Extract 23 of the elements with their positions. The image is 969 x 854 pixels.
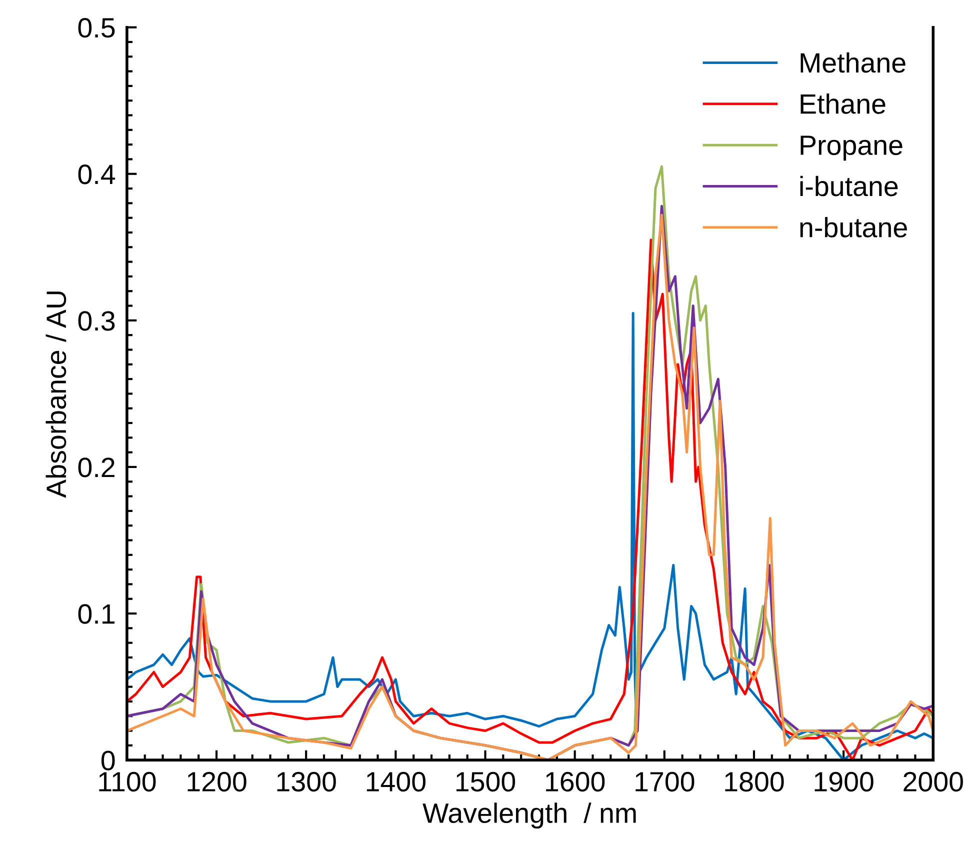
legend-label: Ethane <box>800 94 886 114</box>
x-tick-label: 1400 <box>366 772 426 792</box>
x-tick-label: 1800 <box>725 772 784 792</box>
y-tick-label: 0.1 <box>78 604 114 624</box>
legend-label: i-butane <box>800 176 898 196</box>
x-tick-label: 2000 <box>904 772 963 792</box>
y-tick-label: 0.3 <box>78 311 115 331</box>
x-tick-label: 1500 <box>456 772 516 792</box>
x-tick-label: 1900 <box>814 772 874 792</box>
y-tick-label: 0.4 <box>78 164 116 184</box>
legend-label: Propane <box>800 136 902 161</box>
legend-label: Methane <box>800 52 906 73</box>
x-tick-label: 1300 <box>277 772 336 792</box>
legend-label: n-butane <box>800 217 907 238</box>
x-tick-label: 1200 <box>188 772 246 792</box>
x-axis-title: Wavelength / nm <box>422 802 636 829</box>
y-axis-title: Absorbance / AU <box>46 292 66 498</box>
y-tick-label: 0.5 <box>78 18 115 38</box>
x-tick-label: 1100 <box>99 772 156 792</box>
y-tick-label: 0.2 <box>78 458 114 478</box>
x-tick-label: 1600 <box>546 772 605 792</box>
x-tick-label: 1700 <box>636 772 694 792</box>
y-tick-label: 0 <box>101 750 115 770</box>
